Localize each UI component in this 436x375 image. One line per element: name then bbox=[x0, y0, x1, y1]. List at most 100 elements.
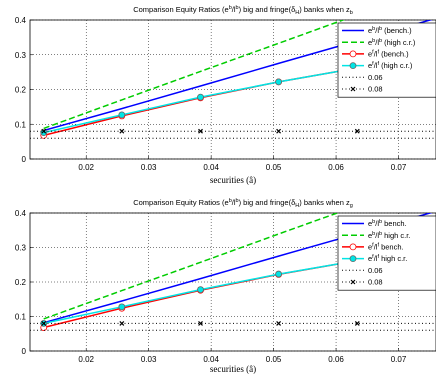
series-6 bbox=[30, 128, 436, 134]
data-point bbox=[41, 128, 47, 134]
y-tick-label: 0.2 bbox=[15, 278, 27, 287]
legend-label: eb/lb (high c.r.) bbox=[368, 38, 416, 47]
text-span: /l bbox=[232, 5, 236, 14]
data-point bbox=[41, 320, 47, 326]
x-tick-label: 0.07 bbox=[391, 163, 407, 172]
data-point bbox=[118, 111, 126, 119]
x-tick-label: 0.07 bbox=[391, 355, 407, 364]
legend-item-1: eb/lb bench. bbox=[342, 219, 407, 228]
text-span: b bbox=[372, 38, 375, 44]
text-span: b bbox=[229, 5, 232, 11]
text-span: /l bbox=[232, 198, 236, 207]
x-tick-label: 0.06 bbox=[328, 355, 344, 364]
text-span: (bench.) bbox=[379, 50, 409, 59]
legend-label: eb/lb bench. bbox=[368, 219, 407, 228]
text-span: g bbox=[350, 203, 353, 209]
data-point bbox=[118, 303, 126, 311]
legend-item-1: eb/lb (bench.) bbox=[342, 26, 412, 35]
data-point bbox=[119, 128, 125, 134]
y-tick-label: 0 bbox=[22, 347, 27, 356]
series-2 bbox=[43, 20, 346, 130]
data-point bbox=[354, 128, 360, 134]
series-6 bbox=[30, 320, 436, 326]
legend-item-3: ef/lf bench. bbox=[342, 243, 404, 252]
x-axis-label: securities (â) bbox=[210, 175, 256, 185]
data-point bbox=[40, 129, 48, 136]
x-tick-label: 0.02 bbox=[78, 163, 94, 172]
x-tick-label: 0.05 bbox=[266, 163, 282, 172]
x-tick-label: 0.06 bbox=[328, 163, 344, 172]
legend-item-5: 0.06 bbox=[342, 266, 383, 275]
text-span: /l bbox=[375, 38, 379, 47]
x-tick-label: 0.05 bbox=[266, 355, 282, 364]
text-span: b bbox=[350, 10, 353, 16]
legend-box bbox=[337, 22, 436, 98]
text-span: b bbox=[236, 5, 239, 11]
data-point bbox=[198, 320, 203, 326]
chart-panel-2: Comparison Equity Ratios (eb/lb) big and… bbox=[15, 198, 436, 374]
data-point bbox=[354, 320, 360, 326]
series-line bbox=[43, 259, 358, 329]
text-span: b bbox=[372, 26, 375, 32]
text-span: f bbox=[372, 50, 374, 56]
legend-label: ef/lf (bench.) bbox=[368, 50, 409, 59]
data-point bbox=[198, 128, 203, 134]
text-span: e bbox=[368, 26, 372, 35]
text-span: b bbox=[379, 219, 382, 225]
data-point bbox=[349, 50, 357, 58]
chart-title: Comparison Equity Ratios (eb/lb) big and… bbox=[133, 5, 353, 16]
series-line bbox=[43, 20, 346, 130]
y-tick-label: 0.3 bbox=[15, 51, 27, 60]
legend-item-2: eb/lb high c.r. bbox=[342, 231, 410, 240]
legend: eb/lb bench.eb/lb high c.r.ef/lf bench.e… bbox=[337, 215, 436, 291]
x-tick-label: 0.03 bbox=[141, 355, 157, 364]
y-tick-label: 0.3 bbox=[15, 244, 27, 253]
text-span: bench. bbox=[382, 219, 407, 228]
legend-label: eb/lb high c.r. bbox=[368, 231, 410, 240]
text-span: f bbox=[372, 254, 374, 260]
text-span: e bbox=[368, 61, 372, 70]
series-line bbox=[43, 67, 358, 137]
x-tick-label: 0.02 bbox=[78, 355, 94, 364]
x-axis-label: securities (â) bbox=[210, 364, 256, 374]
legend-item-5: 0.06 bbox=[342, 73, 383, 82]
legend-item-6: 0.08 bbox=[342, 85, 383, 94]
data-point bbox=[350, 279, 356, 285]
data-point bbox=[197, 93, 204, 101]
text-span: 0.06 bbox=[368, 266, 383, 275]
text-span: f bbox=[372, 61, 374, 67]
chart-title: Comparison Equity Ratios (eb/lb) big and… bbox=[133, 198, 353, 209]
text-span: Comparison Equity Ratios (e bbox=[133, 5, 228, 14]
text-span: /l bbox=[375, 231, 379, 240]
text-span: /l bbox=[374, 61, 378, 70]
legend-label: 0.08 bbox=[368, 85, 383, 94]
text-span: f bbox=[377, 254, 379, 260]
legend-label: ef/lf high c.r. bbox=[368, 254, 407, 263]
chart-panel-1: Comparison Equity Ratios (eb/lb) big and… bbox=[15, 5, 436, 185]
data-point bbox=[350, 86, 356, 92]
x-tick-label: 0.04 bbox=[203, 355, 219, 364]
legend-item-6: 0.08 bbox=[342, 278, 383, 287]
data-point bbox=[276, 320, 282, 326]
x-tick-label: 0.03 bbox=[141, 163, 157, 172]
text-span: /l bbox=[374, 50, 378, 59]
text-span: /l bbox=[374, 243, 378, 252]
y-tick-label: 0.4 bbox=[15, 209, 27, 218]
text-span: b bbox=[236, 198, 239, 204]
text-span: high c.r. bbox=[382, 231, 410, 240]
legend-item-4: ef/lf high c.r. bbox=[342, 254, 407, 263]
text-span: high c.r. bbox=[379, 254, 407, 263]
text-span: b bbox=[379, 38, 382, 44]
data-point bbox=[197, 286, 204, 293]
text-span: /l bbox=[375, 26, 379, 35]
text-span: b bbox=[379, 26, 382, 32]
legend-item-4: ef/lf (high c.r.) bbox=[342, 61, 413, 70]
data-point bbox=[349, 243, 357, 251]
text-span: ) big and fringe(δ bbox=[239, 5, 296, 14]
series-line bbox=[43, 213, 340, 320]
text-span: b bbox=[372, 219, 375, 225]
legend-box bbox=[337, 215, 436, 291]
y-tick-label: 0.4 bbox=[15, 16, 27, 25]
data-point bbox=[275, 270, 282, 278]
text-span: e bbox=[368, 243, 372, 252]
